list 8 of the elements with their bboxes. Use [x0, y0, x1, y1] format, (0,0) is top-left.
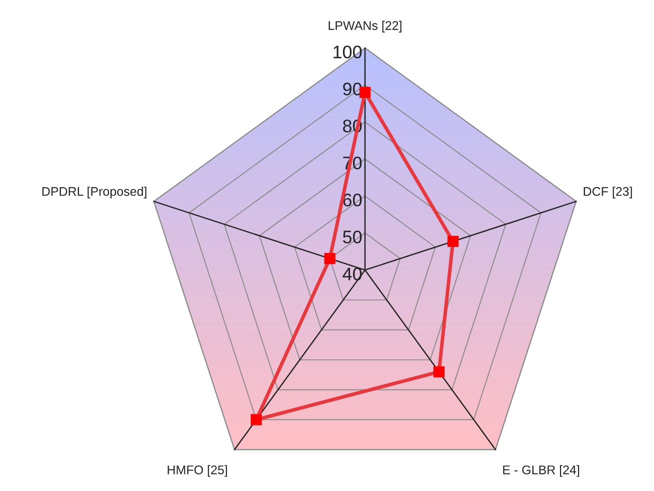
spoke-label: DCF [23] — [584, 186, 632, 198]
y-tick-label: 100 — [334, 46, 362, 58]
spoke-label: DPDRL [Proposed] — [42, 186, 146, 198]
spoke-label: HMFO [25] — [168, 465, 227, 477]
y-tick-label: 50 — [342, 230, 362, 244]
spoke-label: LPWANs [22] — [328, 20, 402, 32]
y-tick-label: 60 — [343, 194, 362, 206]
spoke-label: E - GLBR [24] — [503, 465, 580, 477]
